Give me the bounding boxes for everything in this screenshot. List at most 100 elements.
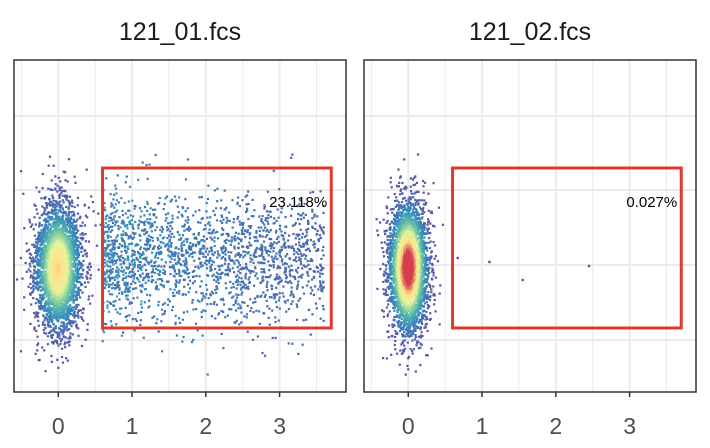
event-point: [64, 287, 67, 291]
event-point: [76, 204, 79, 207]
event-point: [61, 332, 64, 336]
event-point: [39, 285, 42, 288]
event-point: [56, 271, 59, 274]
event-point: [111, 242, 114, 245]
event-point: [68, 243, 71, 246]
event-point: [37, 324, 40, 327]
event-point: [47, 202, 50, 205]
event-point: [49, 331, 52, 334]
event-point: [36, 212, 39, 215]
event-point: [178, 274, 181, 277]
event-point: [40, 233, 43, 236]
event-point: [206, 197, 209, 201]
event-point: [46, 343, 49, 346]
event-point: [251, 338, 255, 341]
event-point: [115, 192, 118, 195]
event-point: [56, 254, 59, 257]
event-point: [57, 223, 60, 226]
event-point: [247, 202, 250, 206]
event-point: [228, 308, 231, 311]
event-point: [23, 227, 26, 230]
event-point: [262, 279, 265, 282]
event-point: [133, 274, 136, 277]
event-point: [163, 310, 166, 313]
event-point: [297, 299, 300, 302]
event-point: [169, 200, 172, 203]
event-point: [187, 276, 190, 279]
event-point: [309, 191, 312, 194]
event-point: [244, 250, 247, 254]
event-point: [152, 279, 155, 282]
event-point: [60, 191, 63, 194]
event-point: [174, 321, 177, 324]
event-point: [236, 217, 239, 220]
event-point: [198, 275, 201, 278]
event-point: [106, 214, 109, 217]
event-point: [51, 218, 54, 221]
event-point: [46, 320, 49, 323]
event-point: [199, 262, 202, 265]
event-point: [275, 293, 279, 296]
event-point: [61, 226, 64, 229]
event-point: [28, 221, 31, 224]
event-point: [47, 306, 51, 309]
event-point: [54, 311, 57, 314]
event-point: [58, 296, 62, 299]
event-point: [177, 260, 180, 263]
event-point: [192, 308, 195, 311]
event-point: [79, 241, 82, 244]
event-point: [48, 231, 51, 235]
event-point: [87, 281, 90, 284]
event-point: [121, 278, 124, 281]
event-point: [168, 250, 171, 253]
event-point: [64, 195, 67, 198]
event-point: [266, 190, 269, 193]
event-point: [55, 204, 58, 207]
event-point: [160, 226, 163, 229]
event-point: [117, 255, 120, 258]
event-point: [78, 263, 81, 266]
event-point: [43, 230, 46, 233]
event-point: [48, 274, 51, 277]
event-point: [63, 257, 66, 261]
event-point: [63, 284, 66, 287]
event-point: [251, 198, 254, 201]
event-point: [230, 236, 233, 239]
event-point: [274, 255, 277, 258]
event-point: [53, 291, 56, 295]
event-point: [107, 283, 110, 286]
event-point: [48, 278, 51, 281]
event-point: [72, 230, 75, 233]
event-point: [216, 256, 219, 259]
event-point: [53, 250, 57, 253]
event-point: [175, 262, 178, 265]
event-point: [130, 255, 133, 258]
event-point: [288, 203, 292, 206]
event-point: [87, 206, 90, 209]
event-point: [266, 289, 269, 292]
event-point: [213, 244, 216, 248]
event-point: [59, 253, 62, 257]
event-point: [53, 296, 56, 299]
event-point: [89, 274, 92, 277]
event-point: [316, 266, 319, 269]
event-point: [316, 229, 319, 233]
event-point: [173, 288, 176, 291]
event-point: [53, 265, 56, 268]
event-point: [111, 239, 114, 242]
event-point: [39, 240, 42, 243]
event-point: [34, 282, 37, 285]
event-point: [29, 322, 32, 325]
event-point: [252, 311, 255, 314]
event-point: [140, 300, 143, 303]
event-point: [267, 249, 270, 252]
event-point: [264, 235, 267, 238]
event-point: [35, 249, 38, 252]
event-point: [37, 263, 40, 266]
event-point: [125, 275, 128, 278]
event-point: [43, 197, 46, 200]
event-point: [253, 284, 256, 287]
event-point: [24, 261, 27, 265]
event-point: [297, 352, 300, 355]
event-point: [263, 205, 266, 209]
